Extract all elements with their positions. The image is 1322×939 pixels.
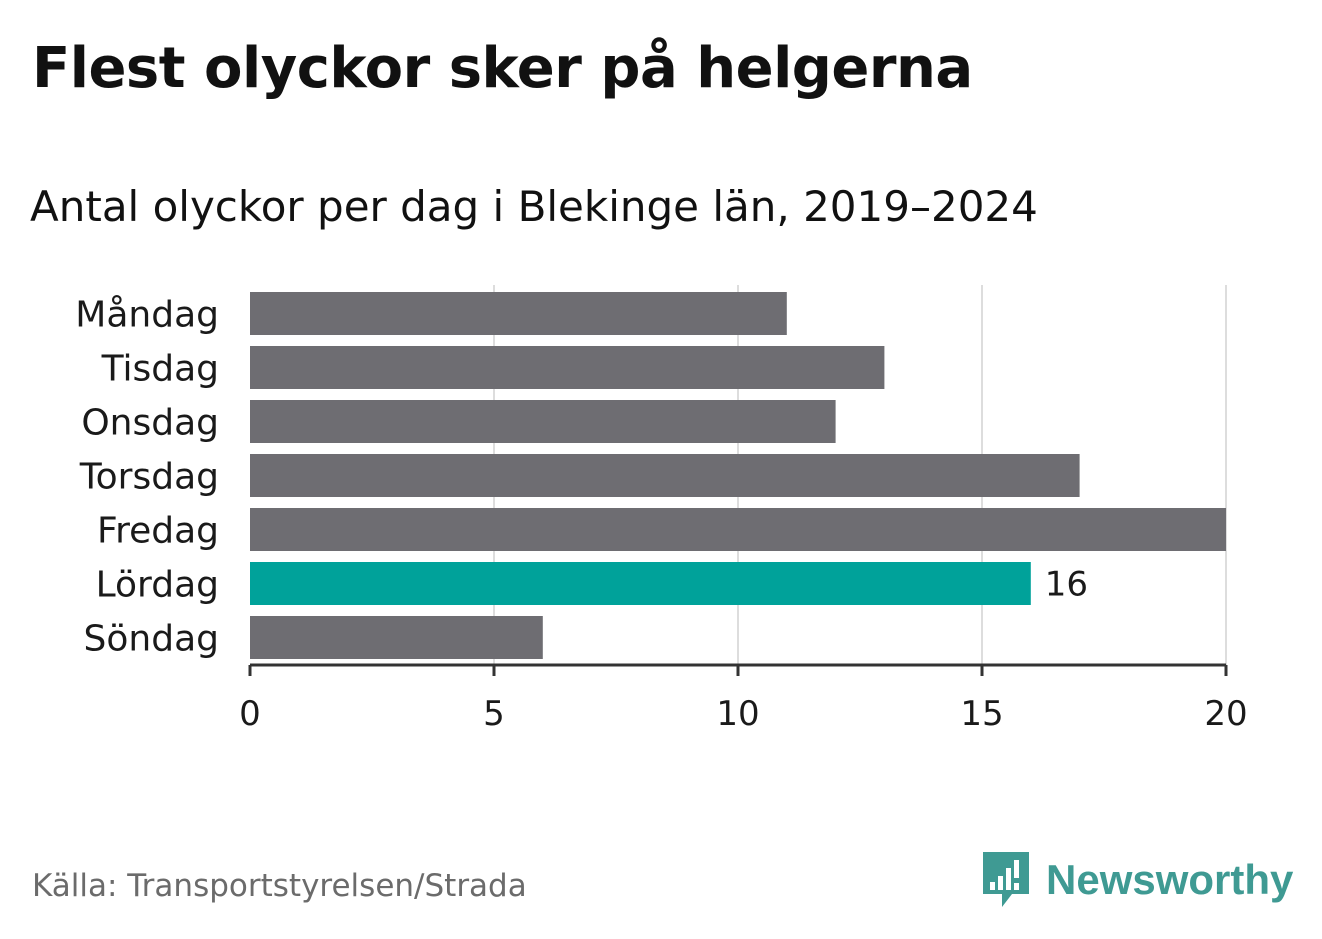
data-label: 16 (1045, 565, 1088, 605)
category-labels: Måndag Tisdag Onsdag Torsdag Fredag Lördag Sön… (75, 295, 219, 660)
bars (250, 292, 1226, 659)
bar-onsdag (250, 400, 836, 443)
chart-subtitle: Antal olyckor per dag i Blekinge län, 20… (30, 182, 1038, 231)
bar-torsdag (250, 454, 1080, 497)
bar-lördag (250, 562, 1031, 605)
x-tick-label: 10 (716, 694, 759, 734)
x-tick-label: 5 (483, 694, 505, 734)
newsworthy-logo-icon (983, 852, 1029, 907)
x-axis: 0 5 10 15 20 (239, 663, 1248, 734)
category-label: Onsdag (81, 403, 219, 444)
brand-name: Newsworthy (1046, 856, 1294, 903)
category-label: Måndag (75, 295, 219, 336)
chart-title: Flest olyckor sker på helgerna (32, 36, 973, 101)
category-label: Fredag (97, 511, 219, 552)
source-note: Källa: Transportstyrelsen/Strada (32, 868, 527, 904)
category-label: Söndag (84, 619, 219, 660)
category-label: Lördag (96, 565, 219, 606)
brand-logo: Newsworthy (980, 850, 1293, 910)
category-label: Torsdag (79, 457, 219, 498)
x-tick-label: 20 (1204, 694, 1247, 734)
bar-måndag (250, 292, 787, 335)
bar-söndag (250, 616, 543, 659)
x-tick-label: 0 (239, 694, 261, 734)
data-labels: 16 (1045, 565, 1088, 605)
bar-tisdag (250, 346, 885, 389)
bar-fredag (250, 508, 1226, 551)
category-label: Tisdag (101, 349, 219, 390)
x-tick-label: 15 (960, 694, 1003, 734)
